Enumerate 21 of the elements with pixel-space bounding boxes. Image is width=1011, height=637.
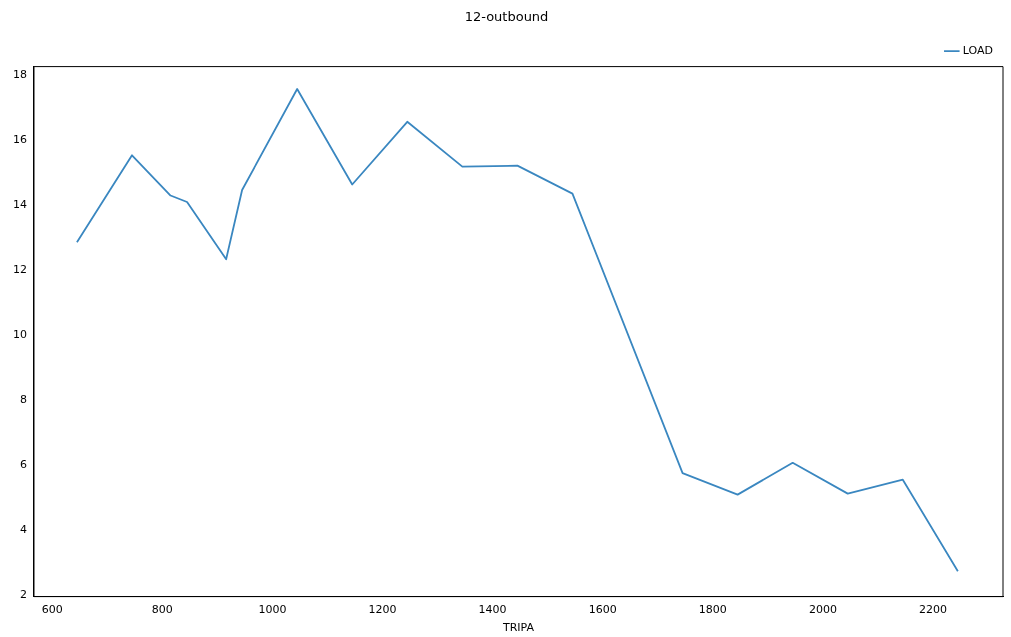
- x-tick-label: 800: [151, 603, 173, 617]
- x-tick-label: 1800: [698, 603, 727, 617]
- x-tick-label: 1400: [478, 603, 507, 617]
- y-tick-label: 10: [13, 327, 27, 341]
- y-tick-label: 14: [13, 197, 27, 211]
- y-tick-label: 6: [20, 457, 27, 471]
- x-tick-label: 2000: [808, 603, 837, 617]
- chart-title: 12-outbound: [464, 9, 549, 25]
- x-axis-title: TRIPA: [501, 621, 535, 635]
- y-tick-label: 4: [20, 522, 27, 536]
- x-tick-label: 1000: [258, 603, 287, 617]
- y-tick-label: 2: [20, 587, 27, 601]
- y-tick-label: 8: [20, 392, 27, 406]
- x-tick-label: 2200: [919, 603, 948, 617]
- y-tick-label: 18: [13, 67, 27, 81]
- legend-label: LOAD: [962, 43, 994, 57]
- y-tick-label: 16: [13, 132, 27, 146]
- x-tick-label: 1200: [368, 603, 397, 617]
- x-tick-label: 1600: [588, 603, 617, 617]
- y-tick-label: 12: [13, 262, 27, 276]
- x-tick-label: 600: [41, 603, 63, 617]
